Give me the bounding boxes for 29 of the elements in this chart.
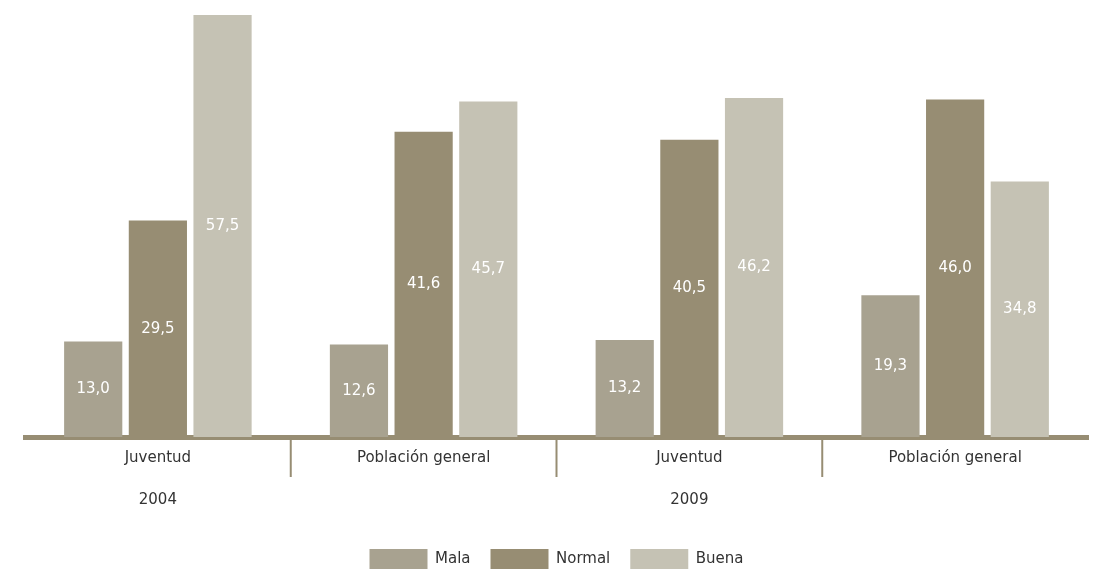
data-label: 12,6 <box>342 380 376 399</box>
data-label: 41,6 <box>406 274 441 293</box>
x-tick-label: Población general <box>888 447 1022 466</box>
data-label: 13,2 <box>608 378 642 397</box>
bar <box>861 295 920 437</box>
bar <box>990 181 1049 437</box>
bar <box>459 101 518 437</box>
data-label: 46,0 <box>938 258 972 277</box>
bar <box>193 15 252 437</box>
x-tick-label: Población general <box>356 447 491 466</box>
bar <box>724 97 784 437</box>
data-label: 29,5 <box>141 318 175 337</box>
text: 2004 <box>138 489 177 508</box>
data-label: 13,0 <box>76 379 110 398</box>
data-label: 34,8 <box>1003 299 1037 318</box>
data-label: 19,3 <box>873 356 908 375</box>
data-label: 40,5 <box>672 278 707 297</box>
bar <box>64 341 123 437</box>
data-label: 57,5 <box>205 215 240 234</box>
x-tick-label: Juventud <box>123 447 192 466</box>
bar <box>595 340 654 437</box>
bar <box>329 344 389 437</box>
data-label: 46,2 <box>737 257 771 276</box>
legend-label: Mala <box>435 548 471 567</box>
legend-label: Normal <box>556 548 611 567</box>
x-tick-label: Juventud <box>655 447 723 466</box>
data-label: 45,7 <box>471 259 505 278</box>
legend-label: Buena <box>695 548 744 567</box>
text: 2009 <box>670 489 709 508</box>
